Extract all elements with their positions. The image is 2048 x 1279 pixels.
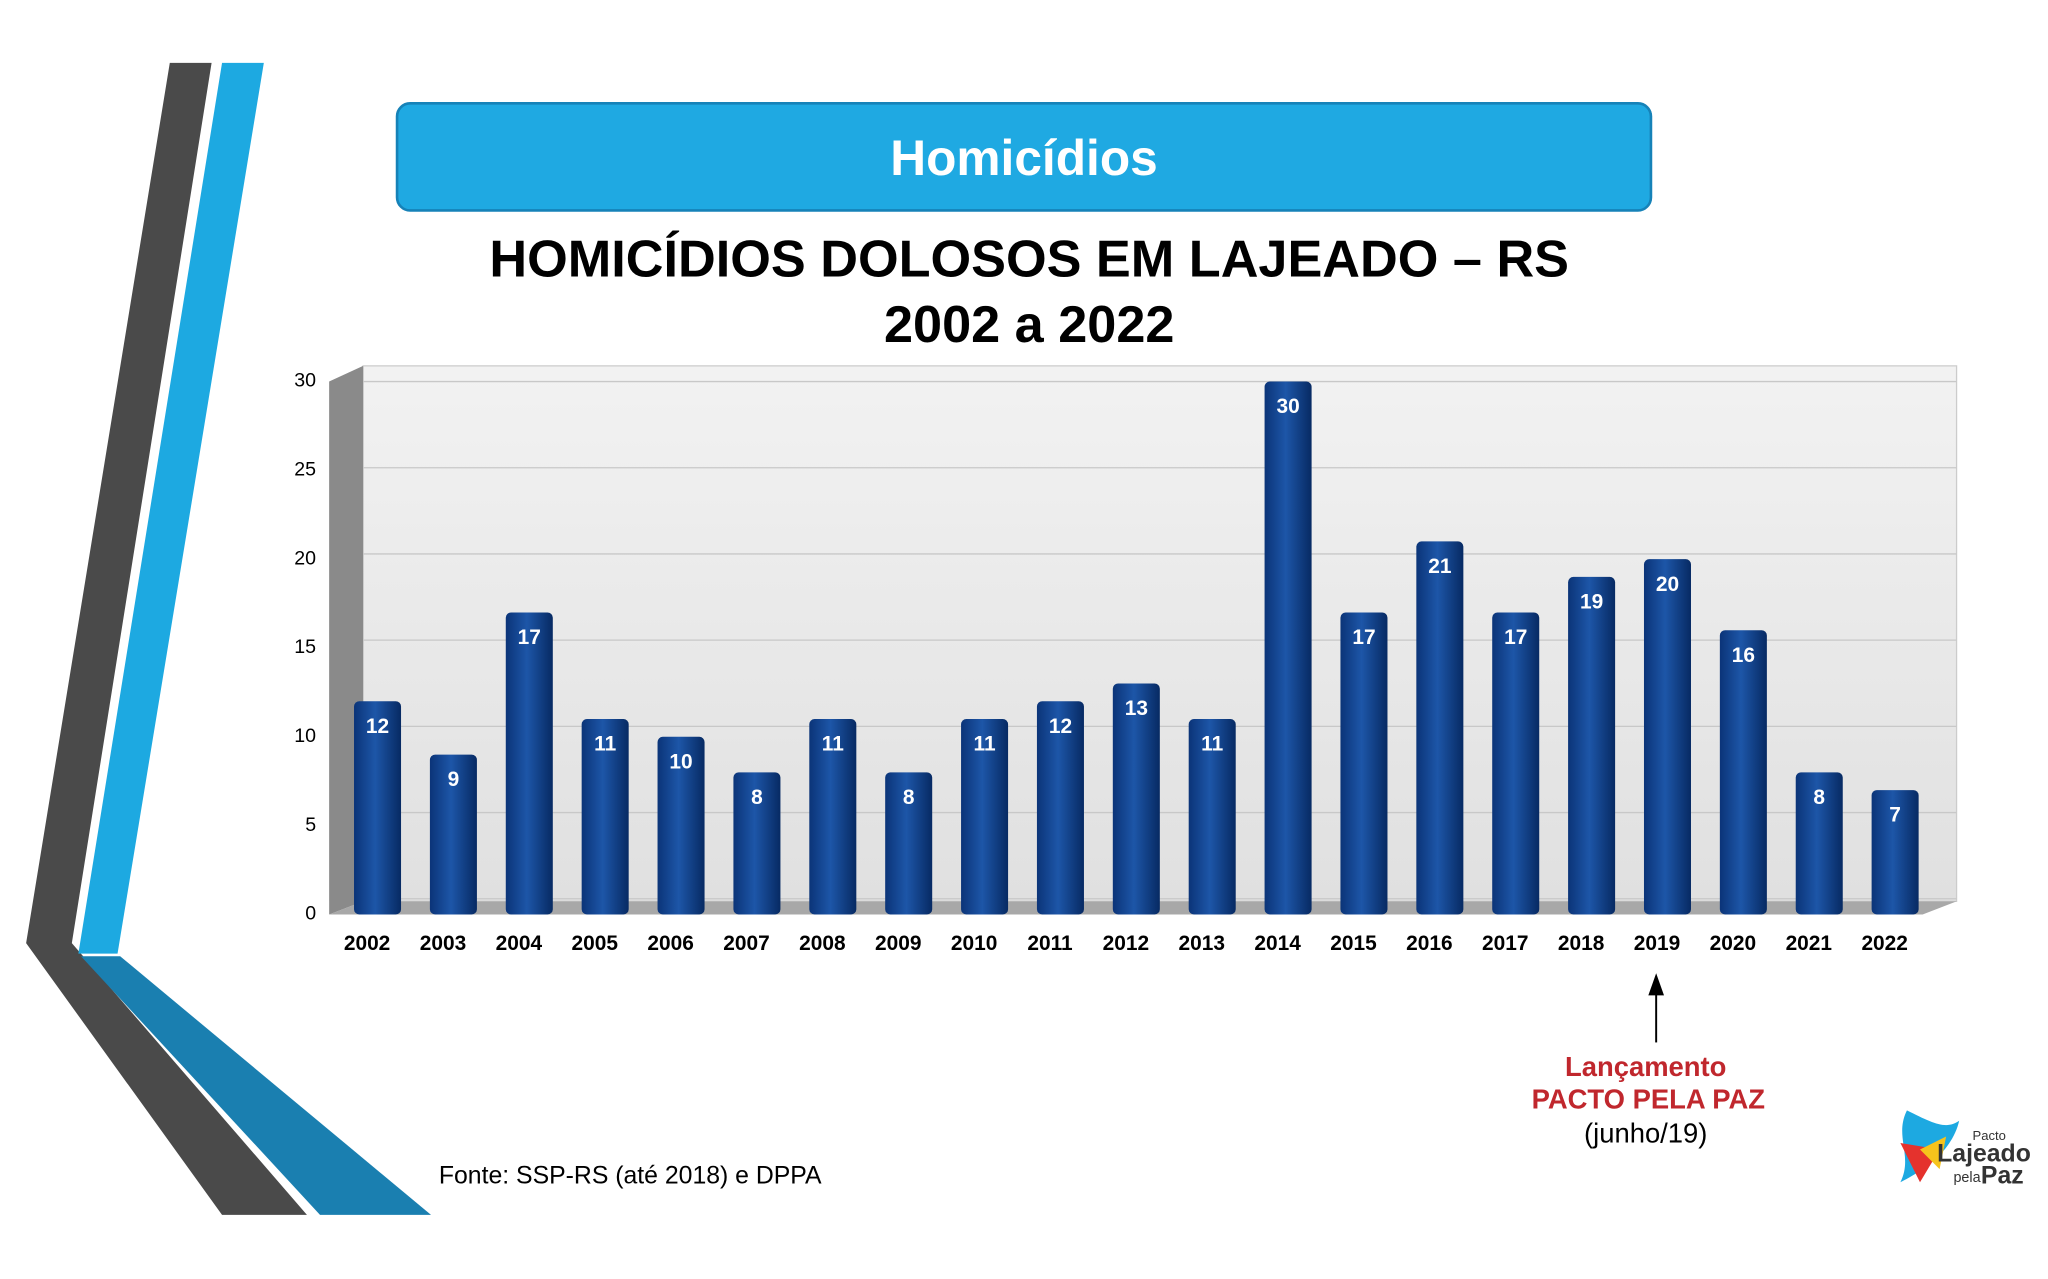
- value-label: 8: [1813, 786, 1825, 809]
- y-tick-label: 30: [294, 370, 316, 392]
- bar: [1340, 612, 1388, 915]
- y-tick-label: 5: [305, 814, 316, 836]
- bar: [961, 719, 1009, 915]
- x-tick-label: 2015: [1330, 932, 1377, 955]
- x-tick-label: 2020: [1710, 932, 1756, 955]
- value-label: 17: [1504, 626, 1527, 649]
- annotation: (junho/19): [1584, 1117, 1707, 1148]
- bar: [1112, 683, 1160, 915]
- bar: [1036, 701, 1084, 915]
- value-label: 11: [1201, 733, 1223, 756]
- x-tick-label: 2014: [1254, 932, 1301, 955]
- value-label: 21: [1428, 555, 1452, 578]
- x-tick-label: 2022: [1861, 932, 1907, 955]
- logo-text: Paz: [1981, 1163, 2024, 1190]
- bar: [1416, 541, 1464, 915]
- value-label: 8: [903, 786, 915, 809]
- value-label: 8: [751, 786, 763, 809]
- logo: Pacto Lajeado pela Paz: [1900, 1110, 2031, 1190]
- value-label: 11: [594, 733, 616, 756]
- x-tick-label: 2010: [951, 932, 997, 955]
- value-label: 10: [669, 750, 692, 773]
- y-tick-label: 10: [294, 725, 316, 747]
- value-label: 17: [518, 626, 541, 649]
- logo-text: Lajeado: [1937, 1140, 2031, 1167]
- x-tick-label: 2018: [1558, 932, 1604, 955]
- x-tick-label: 2004: [496, 932, 543, 955]
- y-tick-label: 15: [294, 636, 316, 658]
- bar: [885, 772, 933, 915]
- y-tick-label: 0: [305, 903, 316, 925]
- value-label: 30: [1276, 395, 1299, 418]
- value-label: 11: [974, 733, 996, 756]
- bar: [1188, 719, 1236, 915]
- bar: [657, 736, 705, 915]
- x-tick-label: 2012: [1103, 932, 1149, 955]
- bar: [1795, 772, 1843, 915]
- bar: [354, 701, 402, 915]
- bar: [809, 719, 857, 915]
- value-label: 16: [1732, 644, 1755, 667]
- bar: [1568, 576, 1616, 915]
- y-tick-label: 25: [294, 459, 316, 481]
- source: Fonte: SSP-RS (até 2018) e DPPA: [439, 1163, 822, 1190]
- decoration: [26, 62, 432, 1215]
- value-label: 20: [1656, 573, 1679, 596]
- value-label: 7: [1889, 804, 1901, 827]
- bar: [1871, 790, 1919, 915]
- value-label: 13: [1125, 697, 1148, 720]
- chart-title: HOMICÍDIOS DOLOSOS EM LAJEADO – RS: [489, 230, 1569, 288]
- x-tick-label: 2005: [571, 932, 618, 955]
- x-tick-label: 2007: [723, 932, 769, 955]
- annotation-arrowhead: [1648, 973, 1664, 996]
- x-tick-label: 2021: [1786, 932, 1833, 955]
- value-label: 11: [822, 733, 844, 756]
- x-tick-label: 2006: [647, 932, 693, 955]
- value-label: 17: [1352, 626, 1375, 649]
- y-tick-label: 20: [294, 547, 316, 569]
- bar: [505, 612, 553, 915]
- bar: [1264, 381, 1312, 915]
- x-tick-label: 2016: [1406, 932, 1452, 955]
- chart-subtitle: 2002 a 2022: [884, 296, 1174, 354]
- header-title: Homicídios: [890, 130, 1157, 186]
- x-tick-label: 2011: [1027, 932, 1073, 955]
- annotation: Lançamento: [1565, 1051, 1726, 1082]
- x-tick-label: 2019: [1634, 932, 1680, 955]
- x-tick-label: 2008: [799, 932, 845, 955]
- value-label: 12: [366, 715, 389, 738]
- bar: [1643, 559, 1691, 915]
- logo-text: pela: [1953, 1170, 1980, 1186]
- x-tick-label: 2003: [420, 932, 466, 955]
- bar: [429, 754, 477, 915]
- value-label: 9: [448, 768, 460, 791]
- x-tick-label: 2002: [344, 932, 390, 955]
- x-tick-label: 2013: [1179, 932, 1225, 955]
- bar: [1492, 612, 1540, 915]
- logo-text: Pacto: [1973, 1128, 2006, 1143]
- bar: [581, 719, 629, 915]
- x-tick-label: 2009: [875, 932, 921, 955]
- bar: [733, 772, 781, 915]
- x-tick-label: 2017: [1482, 932, 1528, 955]
- value-label: 12: [1049, 715, 1072, 738]
- value-label: 19: [1580, 591, 1603, 614]
- header-banner: [395, 102, 1653, 212]
- bar: [1719, 630, 1767, 915]
- annotation: PACTO PELA PAZ: [1532, 1083, 1765, 1114]
